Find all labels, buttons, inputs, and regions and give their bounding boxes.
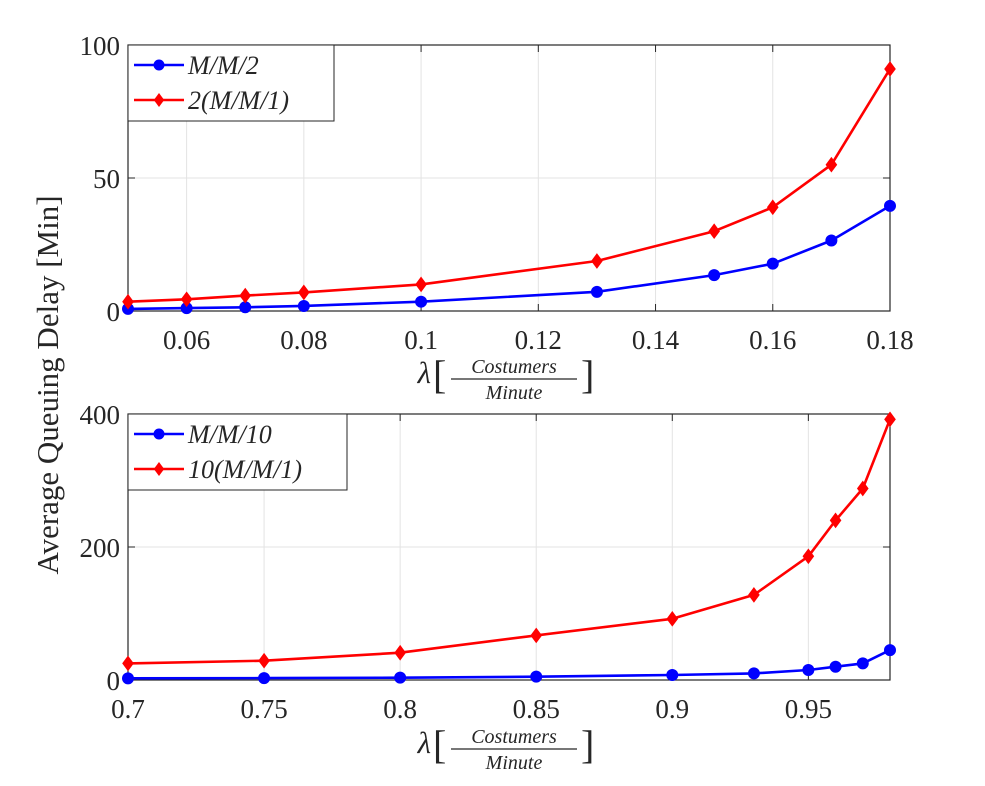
y-tick-label: 400 — [80, 400, 121, 430]
legend-label: M/M/10 — [187, 420, 272, 449]
y-tick-label: 200 — [80, 533, 121, 563]
data-point-2-m-m-1 — [884, 61, 896, 77]
y-tick-label: 0 — [107, 297, 121, 327]
data-point-m-m-10 — [856, 657, 869, 670]
data-point-2-m-m-1 — [708, 223, 720, 240]
data-point-2-m-m-1 — [180, 291, 193, 308]
data-point-10-m-m-1 — [884, 411, 896, 428]
x-tick-label: 0.8 — [383, 694, 417, 724]
x-tick-label: 0.08 — [280, 325, 327, 355]
data-point-2-m-m-1 — [239, 287, 252, 304]
bottom-chart: 0.7 0.75 0.8 0.85 0.9 0.95 0 200 400 M/M/10 10(M/M… — [80, 400, 896, 774]
legend-label: 2(M/M/1) — [188, 86, 289, 115]
x-tick-label: 0.95 — [785, 694, 832, 724]
x-axis-label-bracket: [ — [433, 352, 446, 397]
data-point-10-m-m-1 — [666, 610, 679, 627]
x-axis-label-bracket: [ — [433, 722, 446, 767]
data-point-m-m-10 — [666, 669, 679, 682]
y-tick-label: 50 — [93, 164, 120, 194]
legend-label: 10(M/M/1) — [188, 455, 302, 484]
data-point-m-m-2 — [825, 234, 838, 247]
data-point-m-m-2 — [297, 299, 310, 312]
y-tick-label: 0 — [107, 666, 121, 696]
data-point-2-m-m-1 — [298, 284, 310, 301]
series-line-10-m-m-1 — [127, 418, 892, 665]
data-point-10-m-m-1 — [856, 480, 869, 497]
plot-area-frame — [127, 44, 891, 312]
legend-label: M/M/2 — [187, 51, 259, 80]
data-point-m-m-2 — [590, 285, 603, 298]
x-tick-label: 0.9 — [655, 694, 689, 724]
data-point-m-m-10 — [258, 672, 271, 685]
data-point-2-m-m-1 — [415, 276, 427, 293]
x-tick-label: 0.18 — [866, 325, 913, 355]
legend: M/M/2 2(M/M/1) — [127, 44, 335, 122]
data-point-2-m-m-1 — [591, 253, 603, 269]
data-point-10-m-m-1 — [748, 587, 760, 603]
legend-marker — [153, 462, 165, 476]
data-point-10-m-m-1 — [122, 655, 134, 672]
x-axis-label: λ[ Costumers Minute] — [417, 352, 595, 404]
series-line-2-m-m-1 — [127, 68, 892, 303]
x-tick-label: 0.06 — [163, 325, 210, 355]
data-point-10-m-m-1 — [829, 512, 842, 529]
data-point-m-m-2 — [708, 269, 721, 282]
x-axis-label-numerator: Costumers — [471, 356, 557, 378]
data-point-m-m-10 — [122, 672, 134, 685]
x-axis-label-bracket: ] — [581, 352, 594, 397]
legend-marker — [153, 428, 165, 440]
x-axis-label-symbol: λ — [417, 725, 431, 760]
x-axis-label-bracket: ] — [581, 722, 594, 767]
x-axis-label-denominator: Minute — [485, 752, 543, 774]
x-tick-label: 0.14 — [632, 325, 680, 355]
plot-area-frame — [127, 413, 891, 681]
data-point-10-m-m-1 — [258, 652, 270, 669]
data-point-10-m-m-1 — [394, 644, 406, 661]
y-axis-label: Average Queuing Delay [Min] — [30, 195, 65, 574]
x-tick-label: 0.1 — [404, 325, 438, 355]
legend-box — [127, 413, 348, 491]
legend-box — [127, 44, 335, 122]
data-point-2-m-m-1 — [766, 199, 779, 216]
series-line-m-m-2 — [127, 204, 891, 311]
data-point-2-m-m-1 — [122, 293, 134, 310]
data-point-10-m-m-1 — [530, 627, 543, 644]
data-point-m-m-10 — [829, 660, 842, 673]
y-tick-label: 100 — [80, 31, 121, 61]
data-point-m-m-2 — [239, 301, 252, 314]
data-point-m-m-10 — [802, 664, 815, 677]
top-chart: 0.06 0.08 0.1 0.12 0.14 0.16 0.18 0 50 100 M/M/2 2(… — [80, 31, 914, 404]
x-axis-label-numerator: Costumers — [471, 726, 557, 748]
data-point-m-m-2 — [415, 295, 428, 308]
legend-marker — [153, 93, 165, 107]
data-point-m-m-10 — [394, 671, 407, 684]
x-tick-label: 0.7 — [111, 694, 145, 724]
data-point-m-m-10 — [884, 644, 896, 657]
data-point-m-m-2 — [766, 257, 779, 270]
x-tick-label: 0.12 — [515, 325, 562, 355]
data-point-m-m-2 — [884, 199, 896, 212]
data-point-2-m-m-1 — [825, 156, 838, 173]
data-point-m-m-10 — [747, 667, 760, 680]
data-point-m-m-10 — [530, 670, 543, 683]
x-axis-label-symbol: λ — [417, 355, 431, 390]
legend: M/M/10 10(M/M/1) — [127, 413, 348, 491]
x-tick-label: 0.16 — [749, 325, 796, 355]
x-axis-label: λ[ Costumers Minute] — [417, 722, 595, 774]
series-line-m-m-10 — [127, 648, 891, 680]
data-point-10-m-m-1 — [802, 548, 815, 565]
x-axis-label-denominator: Minute — [485, 382, 543, 404]
x-tick-label: 0.75 — [240, 694, 287, 724]
legend-marker — [153, 59, 165, 71]
x-tick-label: 0.85 — [513, 694, 560, 724]
